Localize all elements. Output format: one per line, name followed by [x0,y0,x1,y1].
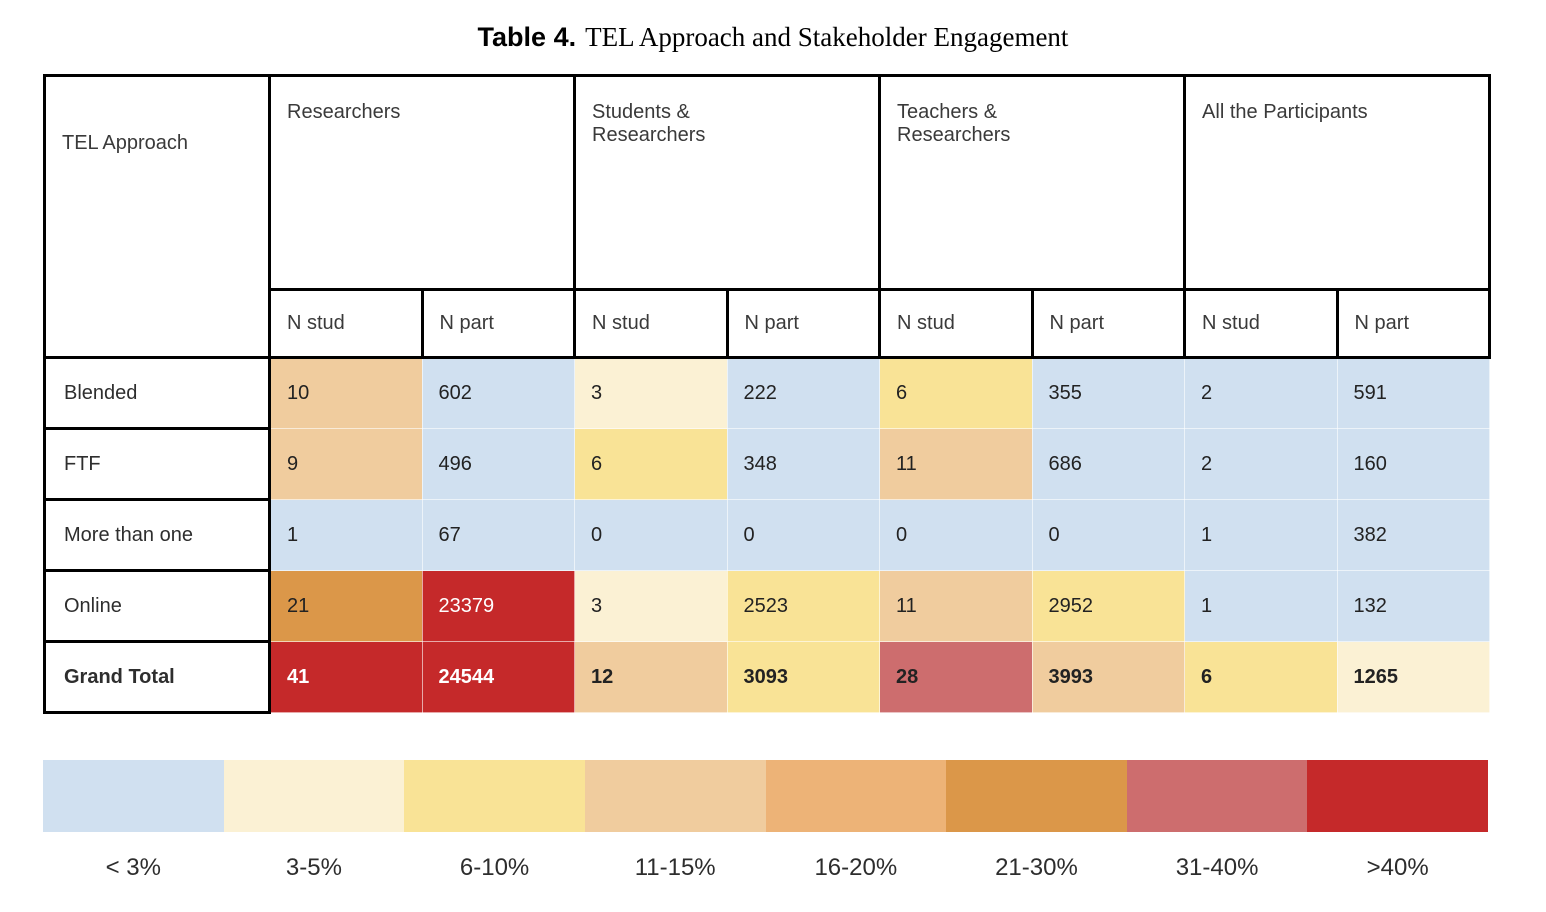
legend-label: < 3% [105,854,161,881]
table-row: Online 21 23379 3 2523 11 2952 1 132 [43,569,1491,643]
legend-label: 16-20% [814,854,898,881]
row-label-cell: More than one [43,498,271,572]
legend-label: 31-40% [1175,854,1259,881]
data-cell: 2952 [1031,570,1186,642]
legend-swatch [1307,760,1488,832]
row-label-cell: Grand Total [43,640,271,714]
engagement-table: TEL Approach Researchers Students & Resear… [43,74,1492,714]
data-cell: 23379 [421,570,576,642]
table-row: Blended 10 602 3 222 6 355 2 591 [43,356,1491,430]
data-cell: 3093 [726,641,881,713]
table-title-number: Table 4. [477,21,577,52]
row-label-cell: FTF [43,427,271,501]
data-cell: 591 [1336,357,1491,429]
subheader-cell: N part [1335,288,1492,359]
data-cell: 12 [574,641,728,713]
subheader-cell: N stud [573,288,729,359]
data-cell: 6 [1184,641,1338,713]
data-cell: 382 [1336,499,1491,571]
data-cell: 24544 [421,641,576,713]
data-cell: 1265 [1336,641,1491,713]
group-header-cell: Researchers [267,74,577,291]
data-cell: 6 [574,428,728,500]
data-cell: 3 [574,357,728,429]
data-cell: 1 [1184,570,1338,642]
data-cell: 2 [1184,357,1338,429]
legend-swatch [584,760,766,832]
data-cell: 686 [1031,428,1186,500]
data-cell: 132 [1336,570,1491,642]
row-label-cell: Blended [43,356,271,430]
data-cell: 10 [269,357,423,429]
group-header-cell: Students & Researchers [573,74,882,291]
subheader-cell: N part [1030,288,1187,359]
data-cell: 28 [879,641,1033,713]
table-header: TEL Approach Researchers Students & Resear… [43,74,1492,359]
legend-swatch [404,760,585,832]
data-cell: 67 [421,499,576,571]
legend-label: 3-5% [285,854,342,881]
data-cell: 1 [1184,499,1338,571]
data-cell: 0 [879,499,1033,571]
legend-label: 21-30% [995,854,1078,881]
legend-labels: < 3% 3-5% 6-10% 11-15% 16-20% 21-30% 31-40% >40… [43,854,1488,882]
table-title-text: TEL Approach and Stakeholder Engagement [585,21,1069,52]
data-cell: 496 [421,428,576,500]
data-cell: 6 [879,357,1033,429]
table-row: Grand Total 41 24544 12 3093 28 3993 6 1265 [43,640,1491,714]
data-cell: 222 [726,357,881,429]
legend-label: >40% [1366,854,1429,881]
data-cell: 0 [1031,499,1186,571]
corner-header-cell: TEL Approach [43,74,271,359]
data-cell: 602 [421,357,576,429]
row-label-cell: Online [43,569,271,643]
group-header-cell: Teachers & Researchers [878,74,1187,291]
legend-swatch [1126,760,1308,832]
data-cell: 2523 [726,570,881,642]
data-cell: 3 [574,570,728,642]
legend-swatch [223,760,405,832]
legend-swatch [765,760,947,832]
subheader-cell: N stud [1183,288,1339,359]
table-row: FTF 9 496 6 348 11 686 2 160 [43,427,1491,501]
data-cell: 3993 [1031,641,1186,713]
legend-swatch [946,760,1127,832]
data-cell: 11 [879,428,1033,500]
legend-label: 11-15% [634,854,716,881]
legend-color-bar [43,760,1488,832]
subheader-cell: N part [420,288,577,359]
subheader-cell: N stud [268,288,424,359]
table-row: More than one 1 67 0 0 0 0 1 382 [43,498,1491,572]
subheader-cell: N part [725,288,882,359]
data-cell: 348 [726,428,881,500]
legend-swatch [43,760,224,832]
data-cell: 11 [879,570,1033,642]
data-cell: 0 [726,499,881,571]
data-cell: 160 [1336,428,1491,500]
data-cell: 9 [269,428,423,500]
data-cell: 1 [269,499,423,571]
data-cell: 2 [1184,428,1338,500]
table-body: Blended 10 602 3 222 6 355 2 591 FTF 9 496 6 348 11 686… [43,356,1491,714]
data-cell: 41 [269,641,423,713]
data-cell: 0 [574,499,728,571]
data-cell: 21 [269,570,423,642]
legend-label: 6-10% [459,854,530,881]
subheader-cell: N stud [878,288,1034,359]
table-title: Table 4. TEL Approach and Stakeholder En… [0,0,1546,74]
group-header-cell: All the Participants [1183,74,1492,291]
data-cell: 355 [1031,357,1186,429]
